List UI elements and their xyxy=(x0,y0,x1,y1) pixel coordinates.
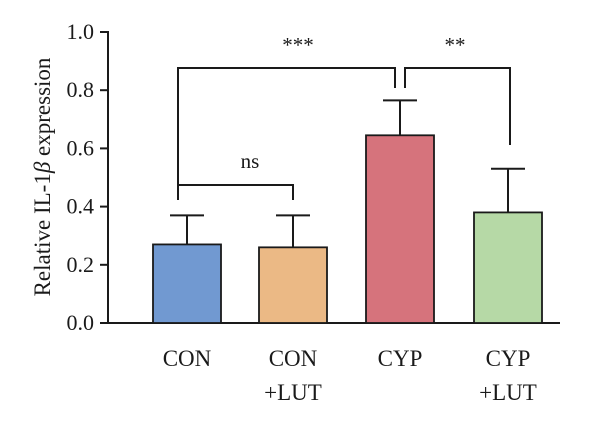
x-tick-label: CON xyxy=(163,346,212,371)
y-ticks: 0.0 0.2 0.4 0.6 0.8 1.0 xyxy=(67,19,108,335)
y-axis-label-symbol: β xyxy=(30,161,55,174)
bars xyxy=(152,134,543,324)
y-tick-label: 0.0 xyxy=(67,310,95,335)
y-tick-label: 0.6 xyxy=(67,135,95,160)
bar xyxy=(473,211,543,324)
x-tick-label: CYP xyxy=(486,346,531,371)
significance-bracket xyxy=(404,67,511,145)
significance-label: *** xyxy=(282,33,314,57)
y-axis-label: Relative IL-1β expression xyxy=(30,57,55,296)
significance-label: ns xyxy=(241,149,260,173)
significance-bracket xyxy=(177,184,294,200)
bar xyxy=(365,134,435,324)
y-axis-label-suffix: expression xyxy=(30,57,55,162)
x-tick-label: CON xyxy=(269,346,318,371)
bar xyxy=(258,246,328,324)
x-tick-label-line2: +LUT xyxy=(264,380,322,405)
y-tick-label: 0.8 xyxy=(67,77,95,102)
bar xyxy=(152,243,222,324)
y-axis-label-prefix: Relative IL-1 xyxy=(30,173,55,296)
x-tick-label: CYP xyxy=(378,346,423,371)
significance-brackets: ns*** ** xyxy=(177,33,511,200)
significance-label: ** xyxy=(445,33,466,57)
y-tick-label: 1.0 xyxy=(67,19,95,44)
y-tick-label: 0.2 xyxy=(67,252,95,277)
x-tick-labels: CON CON +LUT CYP CYP +LUT xyxy=(163,346,537,405)
x-tick-label-line2: +LUT xyxy=(479,380,537,405)
error-bars xyxy=(170,99,525,248)
significance-bracket xyxy=(177,67,396,196)
y-tick-label: 0.4 xyxy=(67,194,95,219)
